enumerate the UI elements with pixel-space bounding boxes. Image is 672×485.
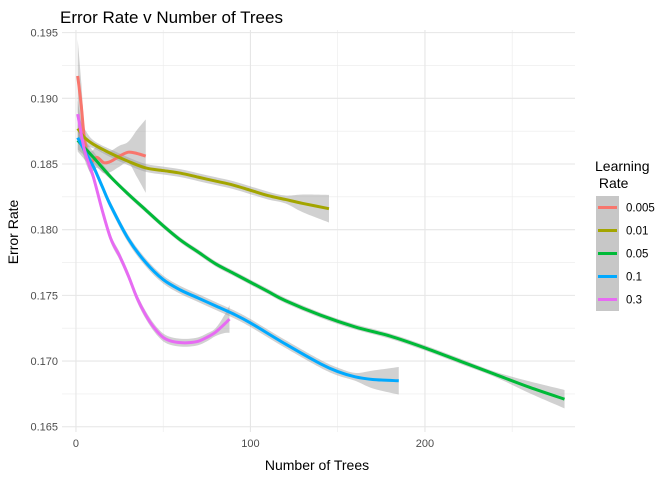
y-tick-label: 0.190	[30, 93, 58, 105]
series-lines	[76, 75, 566, 401]
chart-title: Error Rate v Number of Trees	[60, 8, 283, 27]
legend-label: 0.05	[626, 249, 648, 261]
legend-item-0.005: 0.005	[596, 196, 655, 219]
x-tick-label: 200	[416, 438, 434, 450]
legend-label: 0.3	[626, 295, 642, 307]
y-tick-label: 0.175	[30, 290, 58, 302]
legend-title-line1: Learning	[595, 158, 650, 174]
series-line-0.3	[76, 113, 231, 345]
confidence-band-0.005	[77, 39, 146, 193]
legend-item-0.05: 0.05	[596, 242, 648, 265]
legend-title-line2: Rate	[595, 175, 629, 191]
y-tick-label: 0.185	[30, 159, 58, 171]
legend-item-0.1: 0.1	[596, 265, 642, 288]
y-tick-label: 0.195	[30, 28, 58, 40]
grid-lines	[62, 30, 575, 432]
legend-label: 0.005	[626, 203, 655, 215]
x-tick-label: 100	[241, 438, 259, 450]
x-axis-label: Number of Trees	[265, 457, 369, 473]
series-line-0.01	[76, 127, 330, 211]
legend-label: 0.01	[626, 226, 648, 238]
x-tick-label: 0	[73, 438, 79, 450]
series-line-0.005	[76, 75, 147, 165]
axis-ticks: 0.165 0.170 0.175 0.180 0.185 0.190 0.195 0 100 2…	[30, 28, 434, 450]
legend-item-0.01: 0.01	[596, 219, 648, 242]
y-tick-label: 0.170	[30, 356, 58, 368]
legend: Learning Rate 0.005 0.01 0.05 0.1 0.3	[595, 158, 655, 311]
series-line-0.1	[76, 137, 399, 383]
series-line-0.05	[76, 139, 566, 401]
legend-keys: 0.005 0.01 0.05 0.1 0.3	[596, 196, 655, 311]
legend-item-0.3: 0.3	[596, 288, 642, 311]
legend-label: 0.1	[626, 272, 642, 284]
y-tick-label: 0.180	[30, 225, 58, 237]
y-axis-label: Error Rate	[5, 200, 21, 265]
y-tick-label: 0.165	[30, 422, 58, 434]
